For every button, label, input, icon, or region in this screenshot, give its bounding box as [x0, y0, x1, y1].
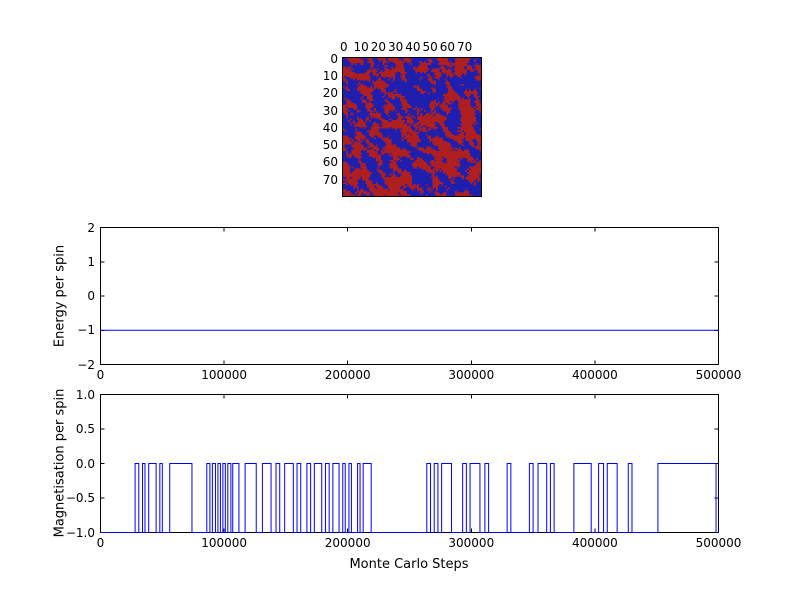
energy-xtick-label: 400000 — [571, 368, 618, 382]
lattice-xtick-label: 70 — [456, 40, 473, 54]
energy-plot — [100, 227, 719, 365]
lattice-xtick-label: 10 — [353, 40, 369, 54]
lattice-xtick-label: 40 — [405, 40, 421, 54]
lattice-xtick-label: 30 — [387, 40, 404, 54]
energy-xtick-label: 500000 — [695, 368, 742, 382]
energy-y-axis-label: Energy per spin — [52, 244, 68, 348]
magnetisation-ytick-label: 0.0 — [75, 456, 95, 471]
magnetisation-line — [100, 463, 719, 533]
lattice-ytick-label: 20 — [322, 86, 338, 101]
x-axis-label: Monte Carlo Steps — [349, 557, 469, 572]
lattice-heatmap-axes — [342, 57, 482, 197]
magnetisation-xtick-label: 200000 — [324, 536, 371, 550]
energy-ytick-label: −1 — [77, 323, 95, 338]
magnetisation-xtick-label: 300000 — [448, 536, 495, 550]
magnetisation-xtick-label: 100000 — [201, 536, 247, 550]
magnetisation-xtick-label: 500000 — [695, 536, 742, 550]
magnetisation-y-axis-label: Magnetisation per spin — [52, 388, 68, 538]
lattice-ytick-label: 30 — [322, 103, 338, 118]
magnetisation-xtick-label: 0 — [96, 536, 105, 550]
energy-xtick-label: 0 — [96, 368, 105, 382]
lattice-ytick-label: 70 — [322, 172, 338, 187]
magnetisation-ytick-label: 0.5 — [75, 422, 95, 436]
magnetisation-ytick-label: 1.0 — [75, 387, 95, 402]
magnetisation-ytick-label: −0.5 — [65, 491, 95, 505]
ising-spin-lattice — [343, 58, 481, 196]
axis-ticks — [100, 227, 719, 365]
lattice-ytick-label: 60 — [322, 155, 338, 170]
magnetisation-plot — [100, 394, 719, 533]
axes-frame — [100, 227, 719, 365]
energy-xtick-label: 100000 — [201, 368, 247, 382]
magnetisation-ytick-label: −1.0 — [65, 525, 95, 540]
lattice-ytick-label: 10 — [322, 69, 338, 84]
lattice-ytick-label: 50 — [322, 138, 338, 153]
magnetisation-xtick-label: 400000 — [571, 536, 618, 550]
energy-ytick-label: 2 — [87, 220, 95, 235]
lattice-xtick-label: 50 — [422, 40, 438, 54]
lattice-xtick-label: 0 — [340, 40, 348, 54]
lattice-xtick-label: 20 — [370, 40, 386, 54]
lattice-ytick-label: 0 — [330, 51, 338, 66]
axis-ticks — [100, 394, 719, 533]
energy-ytick-label: 1 — [87, 254, 95, 269]
lattice-ytick-label: 40 — [322, 120, 338, 135]
energy-ytick-label: 0 — [87, 289, 95, 303]
axes-frame — [100, 394, 719, 533]
lattice-xtick-label: 60 — [439, 40, 455, 54]
energy-xtick-label: 300000 — [448, 368, 495, 382]
energy-ytick-label: −2 — [77, 357, 95, 372]
energy-xtick-label: 200000 — [324, 368, 371, 382]
